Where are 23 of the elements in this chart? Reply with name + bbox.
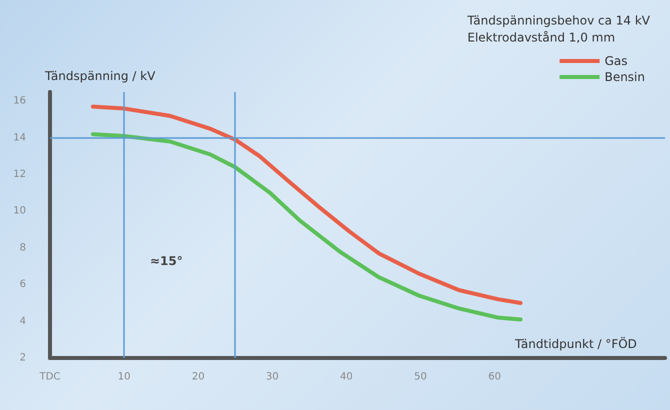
- line-series: [90, 104, 523, 305]
- y-tick-label: 10: [13, 206, 26, 217]
- y-tick-label: 14: [13, 132, 26, 144]
- legend-label: Bensin: [604, 70, 646, 84]
- y-axis-title: Tändspänning / kV: [44, 69, 156, 83]
- x-tick-label: 50: [414, 372, 427, 382]
- x-tick-label: 20: [192, 372, 205, 382]
- x-tick-label: TDC: [38, 372, 60, 382]
- y-tick-label: 12: [13, 169, 26, 180]
- legend-title: Tändspänningsbehov ca 14 kV Elektrodavstånd 1,0 mm: [466, 14, 651, 44]
- y-tick-label: 6: [20, 279, 26, 290]
- legend-label: Gas: [604, 54, 628, 68]
- line-series: [90, 132, 523, 322]
- y-tick-label: 16: [13, 96, 26, 107]
- y-tick-label: 8: [20, 242, 26, 254]
- x-tick-label: 60: [488, 372, 501, 382]
- y-tick-label: 4: [20, 316, 26, 327]
- annotation: ≈15°: [150, 254, 183, 268]
- x-axis-title: Tändtidpunkt / °FÖD: [514, 337, 637, 351]
- y-tick-label: 2: [20, 352, 26, 364]
- x-tick-label: 10: [118, 372, 130, 382]
- x-tick-label: 40: [340, 372, 353, 382]
- x-tick-label: 30: [266, 372, 279, 382]
